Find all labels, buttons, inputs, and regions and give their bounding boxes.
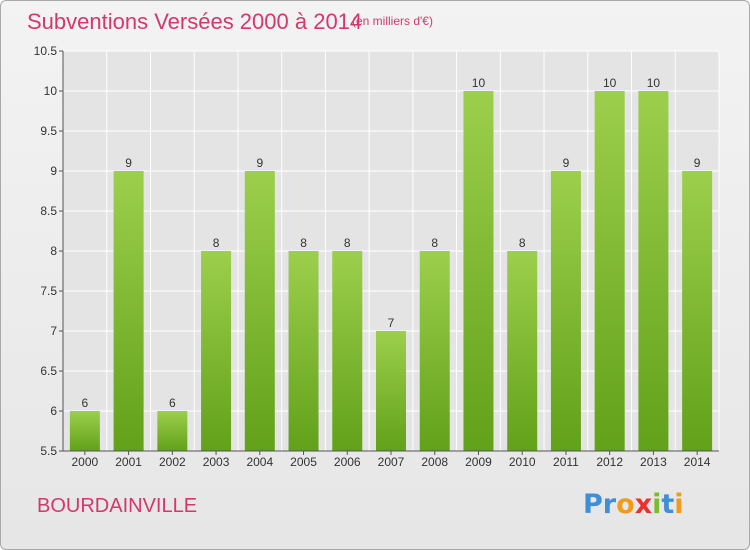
y-tick-label: 9.5: [40, 124, 57, 138]
data-label: 10: [603, 76, 617, 90]
x-tick-label: 2009: [465, 455, 492, 469]
data-label: 6: [169, 396, 176, 410]
bar: [507, 251, 538, 451]
y-tick-label: 10: [44, 84, 58, 98]
x-tick-label: 2011: [553, 455, 579, 469]
commune-name: BOURDAINVILLE: [37, 495, 198, 517]
chart-unit-note: (en milliers d'€): [352, 14, 433, 28]
bar: [638, 91, 669, 451]
x-tick-label: 2001: [115, 455, 142, 469]
bar: [376, 331, 406, 451]
data-label: 6: [82, 396, 89, 410]
y-tick-label: 8.5: [40, 204, 57, 218]
x-tick-label: 2000: [72, 455, 99, 469]
x-tick-label: 2002: [159, 455, 186, 469]
bar: [69, 411, 100, 451]
y-tick-label: 5.5: [40, 444, 57, 458]
logo-letter: P: [583, 489, 603, 520]
x-tick-label: 2005: [290, 455, 317, 469]
x-tick-label: 2013: [640, 455, 667, 469]
data-label: 10: [472, 76, 486, 90]
logo-letter: t: [661, 489, 675, 520]
x-tick-label: 2003: [203, 455, 230, 469]
bar: [113, 171, 144, 451]
bar: [157, 411, 188, 451]
logo-letter: i: [652, 489, 662, 520]
x-tick-label: 2007: [378, 455, 405, 469]
x-tick-label: 2010: [509, 455, 536, 469]
data-label: 8: [213, 236, 220, 250]
bar: [419, 251, 450, 451]
bar: [550, 171, 581, 451]
logo-letter: o: [616, 489, 635, 520]
y-tick-label: 7: [50, 324, 57, 338]
y-tick-label: 7.5: [40, 284, 57, 298]
x-tick-label: 2008: [421, 455, 448, 469]
data-label: 10: [647, 76, 661, 90]
data-label: 8: [519, 236, 526, 250]
data-label: 7: [388, 316, 395, 330]
data-label: 9: [694, 156, 701, 170]
bar: [463, 91, 494, 451]
data-label: 8: [431, 236, 438, 250]
proxiti-logo[interactable]: Proxiti: [583, 489, 684, 520]
bar: [201, 251, 232, 451]
bar: [244, 171, 275, 451]
data-label: 9: [256, 156, 263, 170]
x-tick-label: 2014: [684, 455, 711, 469]
data-label: 9: [563, 156, 570, 170]
x-tick-label: 2006: [334, 455, 361, 469]
data-label: 9: [125, 156, 132, 170]
y-tick-label: 8: [50, 244, 57, 258]
logo-letter: x: [634, 489, 653, 520]
logo-letter: r: [602, 489, 617, 520]
bar: [682, 171, 713, 451]
y-tick-label: 10.5: [34, 44, 58, 58]
y-tick-label: 6: [50, 404, 57, 418]
x-tick-label: 2012: [596, 455, 623, 469]
y-tick-label: 9: [50, 164, 57, 178]
x-tick-label: 2004: [246, 455, 273, 469]
bar: [288, 251, 319, 451]
logo-letter: i: [674, 489, 684, 520]
data-label: 8: [344, 236, 351, 250]
y-tick-label: 6.5: [40, 364, 57, 378]
chart-title: Subventions Versées 2000 à 2014: [27, 9, 363, 34]
bar: [332, 251, 363, 451]
data-label: 8: [300, 236, 307, 250]
bar: [594, 91, 625, 451]
